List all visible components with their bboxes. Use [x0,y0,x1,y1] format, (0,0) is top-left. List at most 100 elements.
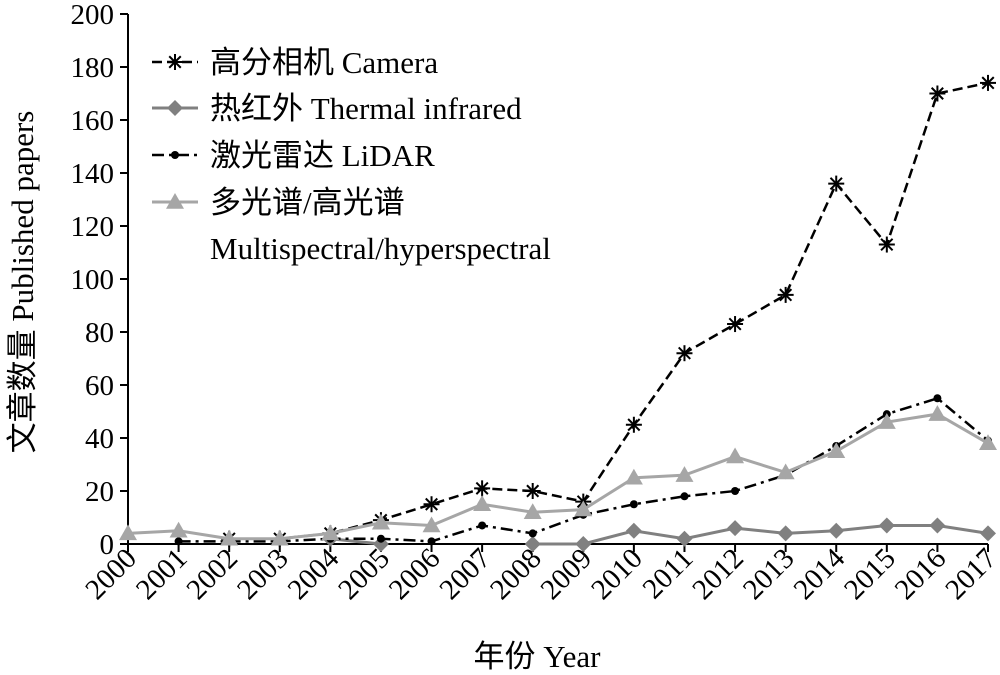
data-point [827,442,846,458]
series-4 [119,405,997,546]
x-axis-label: 年份 Year [474,639,602,674]
data-point [629,500,638,509]
legend-item: 多光谱/高光谱 Multispectral/hyperspectral [152,185,551,266]
data-point [676,530,693,547]
data-point [680,492,689,501]
data-point [980,525,996,542]
data-point [524,536,541,552]
legend: 高分相机 Camera 热红外 Thermal infrared 激光雷达 LiDA… [152,45,551,266]
data-point [174,537,183,546]
series-group [119,74,997,552]
y-tick-label: 140 [71,158,115,190]
data-point [731,487,740,495]
data-point [321,524,340,541]
data-point [727,520,744,537]
data-point [878,517,895,534]
x-tick-label: 2012 [686,542,750,606]
x-tick-label: 2013 [737,542,801,606]
y-tick-label: 0 [100,529,115,561]
data-point [676,345,693,362]
x-tick-label: 2005 [332,542,396,606]
legend-item: 激光雷达 LiDAR [152,138,435,173]
x-tick-label: 2004 [282,542,346,606]
x-tick-label: 2010 [585,542,649,606]
data-point [166,193,184,209]
legend-label: 激光雷达 LiDAR [210,138,435,173]
y-tick-label: 160 [71,105,115,137]
data-point [727,316,744,333]
series-line [178,396,989,543]
x-tick-label: 2008 [484,542,548,606]
x-tick-label: 2000 [79,542,143,606]
data-point [167,54,183,70]
legend-label: 热红外 Thermal infrared [210,91,522,126]
data-point [478,521,487,530]
legend-label: 高分相机 Camera [210,45,438,80]
data-point [171,151,179,159]
data-point [979,434,997,451]
data-point [422,516,441,533]
x-tick-label: 2015 [838,542,902,606]
data-point [877,413,896,429]
data-point [933,394,942,403]
data-point [928,405,947,421]
x-tick-label: 2001 [130,542,194,606]
data-point [980,74,996,91]
x-tick-label: 2007 [433,542,497,606]
data-point [828,175,845,192]
data-point [474,480,491,497]
data-point [523,503,542,519]
y-tick-label: 120 [71,211,115,243]
data-point [726,447,745,464]
series-2 [322,517,996,552]
legend-label: 多光谱/高光谱 [210,185,405,220]
data-point [167,100,183,116]
x-tick-label: 2006 [383,542,447,606]
y-tick-label: 200 [71,0,115,31]
data-point [828,522,845,539]
x-tick-label: 2003 [231,542,295,606]
data-point [423,496,440,513]
data-point [929,85,946,102]
data-point [675,466,694,482]
y-tick-label: 80 [85,317,114,349]
data-point [574,500,593,517]
y-tick-label: 100 [71,264,115,296]
series-line [127,412,989,541]
y-tick-label: 180 [71,52,115,84]
x-tick-label: 2011 [637,542,700,605]
data-point [371,513,390,530]
data-point [220,529,239,546]
data-point [625,416,642,433]
data-point [473,495,492,511]
data-point [777,525,794,542]
data-point [624,468,643,485]
legend-item: 热红外 Thermal infrared [152,91,522,126]
series-3 [174,394,992,546]
data-point [528,529,537,538]
data-point [625,522,642,539]
data-point [777,286,794,303]
data-point [270,529,289,546]
data-point [119,524,137,541]
data-point [169,521,188,538]
x-tick-label: 2009 [535,542,599,606]
y-tick-label: 20 [85,476,114,508]
data-point [776,463,795,480]
data-point [524,483,541,499]
legend-label: Multispectral/hyperspectral [210,231,551,266]
x-tick-label: 2016 [889,542,953,606]
y-tick-label: 60 [85,370,114,402]
y-tick-label: 40 [85,423,114,455]
data-point [427,537,436,546]
y-axis-label: 文章数量 Published papers [5,111,40,454]
data-point [878,236,895,253]
data-point [929,517,946,534]
x-tick-label: 2017 [939,542,1000,606]
legend-item: 高分相机 Camera [152,45,438,80]
data-point [575,536,592,552]
x-tick-label: 2002 [180,542,244,606]
x-tick-label: 2014 [788,542,852,606]
data-point [376,534,385,543]
